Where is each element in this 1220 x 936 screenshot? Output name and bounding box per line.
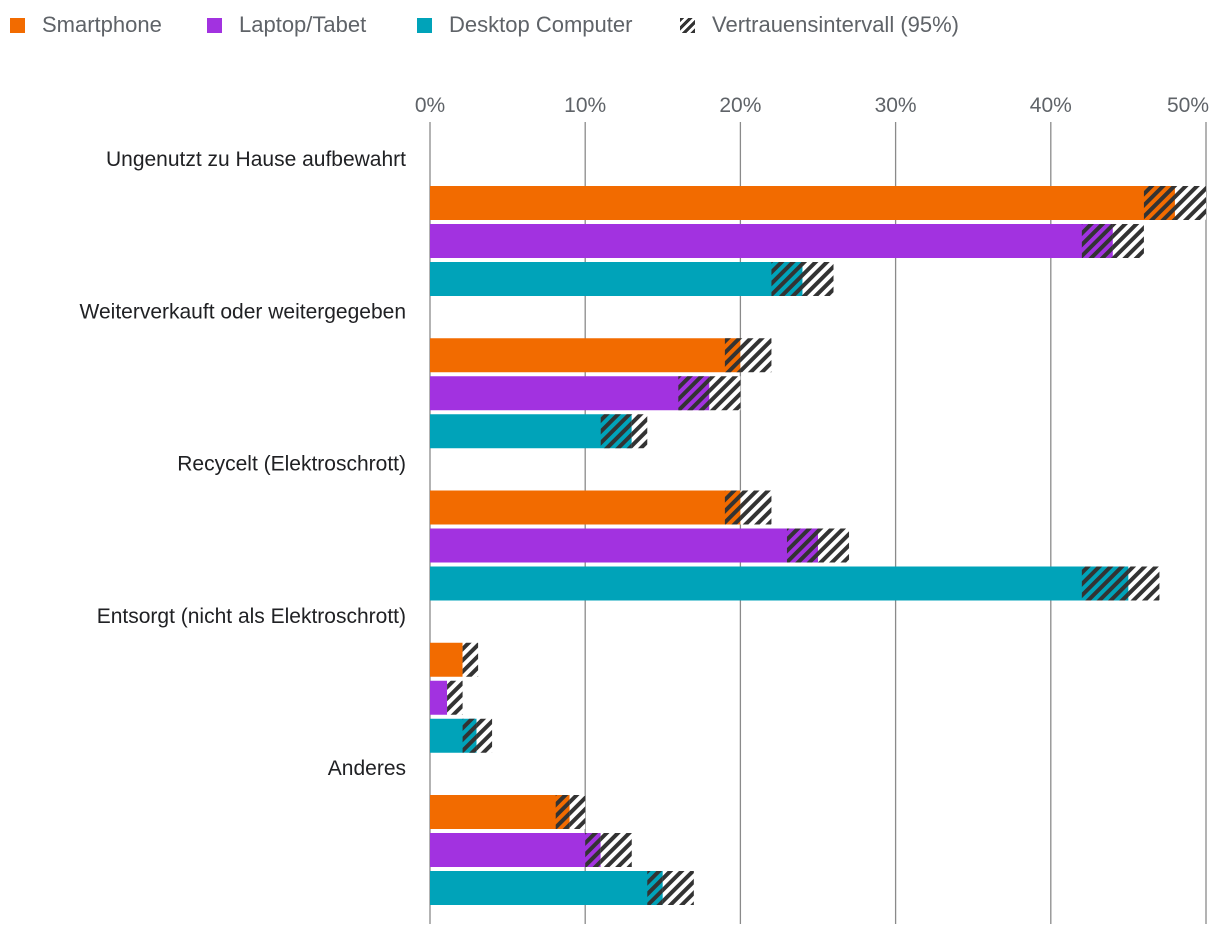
confidence-interval-upper [662, 871, 694, 905]
legend-swatch [680, 17, 695, 33]
bar [430, 642, 463, 677]
bar [430, 186, 1175, 220]
legend-label: Desktop Computer [449, 12, 633, 37]
confidence-interval-upper [802, 262, 834, 296]
x-tick-label: 50% [1167, 94, 1209, 117]
legend: Smartphone Laptop/Tabet Desktop Computer Ve… [0, 0, 1220, 52]
category-label: Entsorgt (nicht als Elektroschrott) [97, 605, 406, 628]
confidence-interval-lower [585, 833, 601, 867]
confidence-interval-upper [740, 338, 772, 373]
confidence-interval-lower [786, 528, 818, 563]
legend-swatch [207, 17, 222, 33]
x-tick-label: 20% [719, 94, 761, 117]
x-tick-label: 40% [1030, 94, 1072, 117]
confidence-interval-lower [1081, 224, 1113, 258]
legend-item: Smartphone [10, 10, 162, 40]
bar [430, 795, 570, 829]
x-tick-label: 10% [564, 94, 606, 117]
bar [430, 680, 448, 715]
confidence-interval-upper [447, 680, 463, 715]
legend-item: Vertrauensintervall (95%) [680, 10, 959, 40]
confidence-interval-upper [740, 490, 772, 525]
confidence-interval-lower [771, 262, 803, 296]
legend-label: Smartphone [42, 12, 162, 37]
confidence-interval-upper [1128, 566, 1160, 601]
confidence-interval-lower [600, 414, 632, 449]
category-label: Weiterverkauft oder weitergegeben [80, 300, 406, 323]
x-tick-label: 0% [415, 94, 445, 117]
bar [430, 528, 818, 563]
bar [430, 566, 1129, 601]
confidence-interval-upper [1112, 224, 1144, 258]
confidence-interval-upper [462, 642, 479, 677]
legend-swatch [10, 17, 25, 33]
bar [430, 224, 1113, 258]
x-axis-ticks: 0% 10% 20% 30% 40% 50% [415, 94, 1209, 117]
bar [430, 871, 663, 905]
confidence-interval-upper [476, 718, 493, 753]
bar [430, 414, 632, 449]
confidence-interval-upper [818, 528, 850, 563]
confidence-interval-upper [631, 414, 648, 449]
x-tick-label: 30% [875, 94, 917, 117]
legend-swatch [417, 17, 432, 33]
legend-label: Vertrauensintervall (95%) [712, 12, 960, 37]
bar [430, 262, 803, 296]
confidence-interval-upper [600, 833, 632, 867]
confidence-interval-lower [1081, 566, 1129, 601]
category-labels: Ungenutzt zu Hause aufbewahrt Weiterverka… [80, 148, 407, 780]
confidence-interval-upper [569, 795, 586, 829]
legend-item: Desktop Computer [417, 10, 632, 40]
bar [430, 338, 741, 373]
bar [430, 376, 710, 411]
legend-item: Laptop/Tabet [207, 10, 366, 40]
confidence-interval-lower [1143, 186, 1175, 220]
category-label: Recycelt (Elektroschrott) [177, 453, 406, 476]
bar [430, 833, 601, 867]
confidence-interval-upper [1174, 186, 1206, 220]
confidence-interval-lower [647, 871, 663, 905]
confidence-interval-lower [724, 490, 741, 525]
confidence-interval-lower [462, 718, 477, 753]
confidence-interval-lower [724, 338, 741, 373]
confidence-interval-lower [678, 376, 710, 411]
confidence-interval-upper [709, 376, 741, 411]
legend-label: Laptop/Tabet [239, 12, 367, 37]
category-label: Anderes [328, 757, 406, 780]
confidence-interval-lower [555, 795, 570, 829]
category-label: Ungenutzt zu Hause aufbewahrt [106, 148, 406, 171]
bars [430, 186, 1206, 905]
bar [430, 490, 741, 525]
